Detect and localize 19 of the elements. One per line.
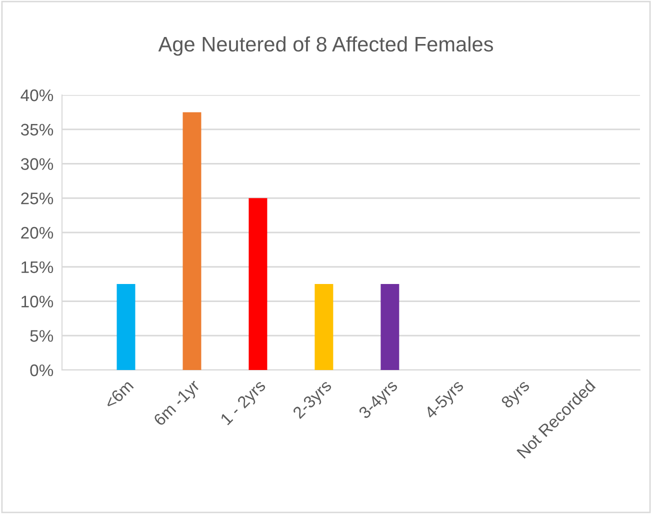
bar (182, 112, 202, 370)
y-tick-label: 10% (22, 296, 54, 308)
x-tick-label: <6m (104, 379, 134, 410)
y-tick-label: 15% (22, 261, 54, 274)
y-tick-label: 40% (20, 89, 54, 102)
x-tick-label: 1 - 2yrs (220, 379, 269, 428)
x-tick-label: 8yrs (500, 379, 532, 412)
bar (116, 284, 136, 370)
y-tick-label: 20% (21, 226, 54, 239)
bar (314, 284, 334, 370)
bar (380, 284, 400, 370)
chart-title: Age Neutered of 8 Affected Females (158, 36, 493, 56)
y-tick-label: 0% (30, 364, 54, 376)
bar (248, 198, 268, 370)
y-tick-label: 25% (21, 192, 54, 204)
y-tick-label: 5% (30, 330, 54, 342)
y-tick-label: 35% (20, 124, 54, 136)
y-tick-label: 30% (20, 158, 54, 170)
x-tick-label: 6m -1yr (152, 378, 203, 429)
